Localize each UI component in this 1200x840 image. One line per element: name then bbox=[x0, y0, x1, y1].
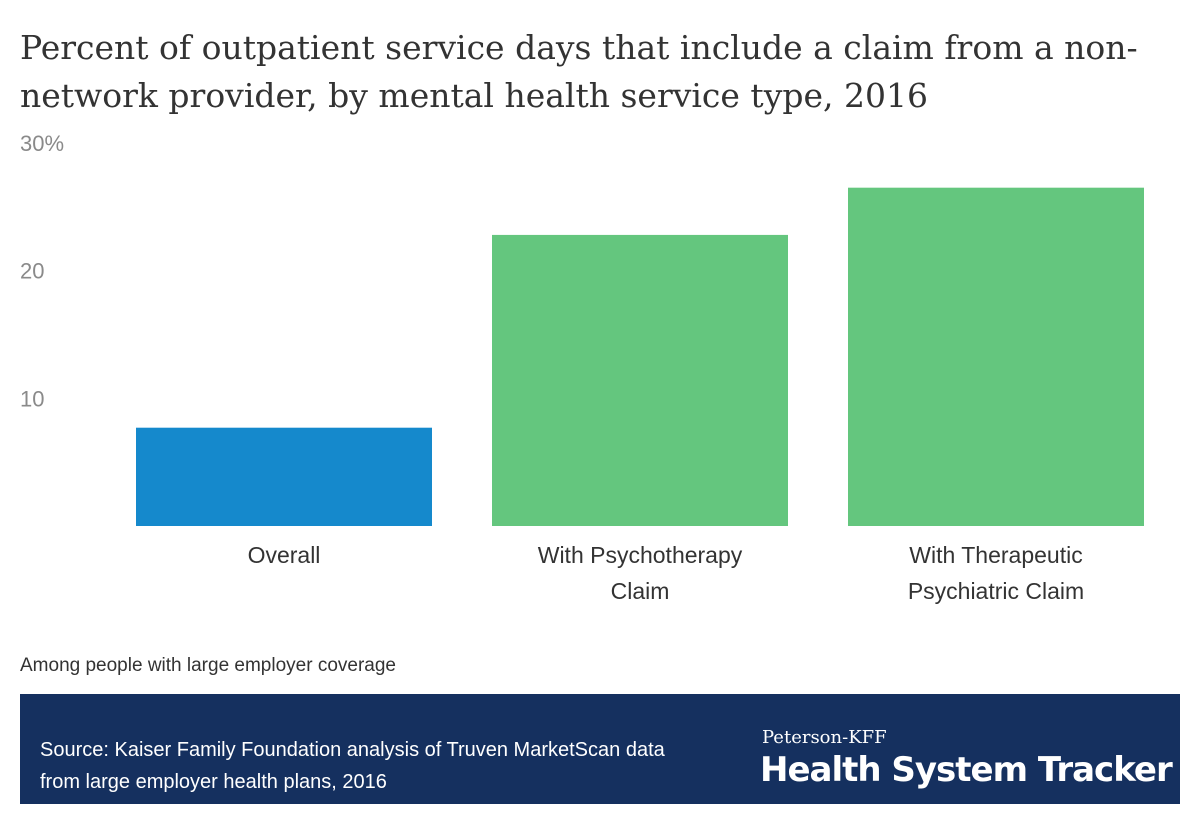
bar bbox=[848, 187, 1144, 526]
bar-chart: 10 20 30% Overall With Psychotherapy Claim Wit… bbox=[20, 131, 1144, 604]
bar bbox=[136, 427, 432, 526]
y-tick-label: 20 bbox=[20, 259, 44, 284]
brand-logo-text: Health System Tracker bbox=[760, 750, 1173, 790]
bar bbox=[492, 234, 788, 527]
footer-banner: Source: Kaiser Family Foundation analysi… bbox=[20, 694, 1180, 804]
x-tick-label: Overall bbox=[248, 542, 321, 568]
x-tick-label: With Therapeutic Psychiatric Claim bbox=[908, 542, 1084, 604]
y-tick-label: 10 bbox=[20, 386, 44, 411]
x-tick-label: With Psychotherapy Claim bbox=[538, 542, 743, 604]
source-text: Source: Kaiser Family Foundation analysi… bbox=[40, 739, 665, 793]
coverage-note: Among people with large employer coverag… bbox=[20, 655, 396, 676]
brand-subtitle: Peterson-KFF bbox=[762, 727, 887, 748]
chart-title: Percent of outpatient service days that … bbox=[20, 28, 1138, 115]
y-tick-label: 30% bbox=[20, 131, 64, 156]
